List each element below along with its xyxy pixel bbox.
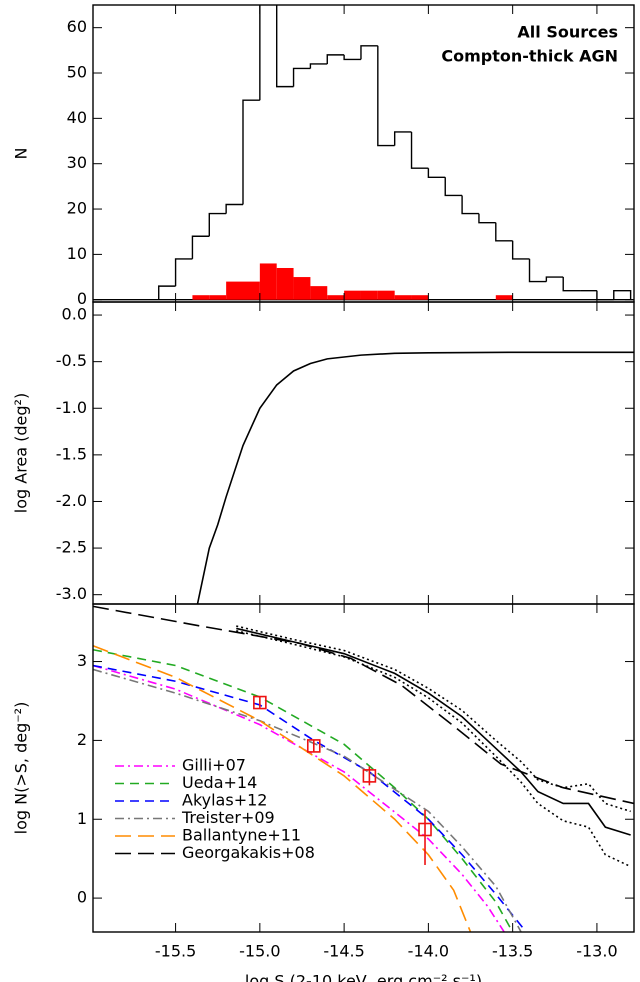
hist-bar	[293, 277, 311, 300]
hist-step	[410, 131, 429, 169]
hist-bar	[209, 295, 227, 300]
hist-bar	[310, 286, 328, 300]
data-point	[253, 695, 267, 710]
x-tick-label: -13.5	[492, 942, 533, 961]
data-point	[306, 739, 321, 753]
hist-step	[545, 276, 564, 282]
hist-step	[478, 213, 496, 224]
y-tick-label: 60	[67, 17, 87, 36]
hist-step	[309, 63, 328, 69]
y-tick-label: 20	[67, 199, 87, 218]
hist-bar	[276, 267, 294, 300]
hist-step	[393, 131, 412, 146]
plot-area	[196, 351, 634, 604]
hist-step	[208, 212, 227, 237]
y-axis-label: N	[12, 148, 31, 160]
y-axis-label: log Area (deg²)	[12, 393, 31, 513]
hist-step	[343, 54, 361, 61]
legend-label: Gilli+07	[182, 756, 246, 775]
plot-area	[93, 5, 634, 301]
hist-step	[613, 289, 632, 300]
x-tick-label: -15.0	[239, 942, 280, 961]
legend-label: Compton-thick AGN	[441, 47, 618, 66]
y-tick-label: -1.5	[56, 444, 87, 463]
data-point	[418, 822, 432, 837]
series-line	[236, 625, 631, 813]
y-tick-label: 40	[67, 108, 87, 127]
plot-area	[93, 605, 634, 932]
x-tick-label: -13.0	[576, 942, 617, 961]
y-tick-label: 0.0	[62, 305, 87, 324]
hist-step	[444, 177, 463, 197]
series-line	[93, 664, 505, 932]
hist-bar	[394, 295, 412, 300]
y-axis-label: log N(>S, deg⁻²)	[12, 702, 31, 835]
y-tick-label: 50	[67, 63, 87, 82]
hist-step	[461, 195, 479, 215]
x-tick-label: -15.5	[155, 942, 196, 961]
legend-label: Ballantyne+11	[182, 826, 301, 845]
series-line	[236, 627, 631, 836]
hist-step	[427, 168, 446, 179]
hist-step	[174, 258, 193, 287]
hist-step	[292, 67, 311, 87]
frame	[92, 603, 635, 933]
y-tick-label: 0	[77, 289, 87, 308]
legend-label: Ueda+14	[182, 773, 257, 792]
hist-step	[276, 5, 294, 88]
y-tick-label: 10	[67, 244, 87, 263]
series-line	[236, 630, 631, 868]
hist-bar	[242, 281, 260, 300]
hist-step	[191, 235, 210, 259]
hist-step	[495, 222, 513, 242]
series-line	[196, 351, 634, 604]
legend-label: Georgakakis+08	[182, 843, 315, 862]
y-tick-label: 30	[67, 153, 87, 172]
hist-bar	[226, 281, 243, 300]
legend-label: Akylas+12	[182, 791, 267, 810]
hist-step	[225, 203, 243, 214]
y-tick-label: -1.0	[56, 398, 87, 417]
hist-bar	[344, 290, 361, 300]
hist-step	[511, 240, 530, 260]
hist-bar	[495, 295, 513, 300]
hist-step	[242, 99, 260, 205]
legend-label: Treister+09	[181, 808, 275, 827]
y-tick-label: 2	[77, 730, 87, 749]
hist-step	[158, 285, 176, 300]
y-tick-label: 1	[77, 809, 87, 828]
x-tick-label: -14.5	[323, 942, 364, 961]
hist-step	[377, 45, 395, 147]
y-tick-label: -2.0	[56, 491, 87, 510]
series-line	[93, 648, 514, 932]
hist-step	[528, 258, 547, 283]
data-point	[362, 769, 377, 783]
legend-label: All Sources	[517, 23, 618, 42]
hist-step	[360, 45, 378, 60]
hist-bar	[259, 263, 277, 300]
y-tick-label: 0	[77, 888, 87, 907]
y-tick-label: 3	[77, 651, 87, 670]
series-line	[93, 645, 472, 932]
hist-step	[562, 277, 581, 292]
series-line	[93, 605, 634, 805]
hist-step	[259, 5, 261, 101]
y-tick-label: -2.5	[56, 538, 87, 557]
y-tick-label: -3.0	[56, 584, 87, 603]
x-axis-label: log S (2-10 keV, erg cm⁻² s⁻¹)	[245, 972, 482, 982]
y-tick-label: -0.5	[56, 351, 87, 370]
hist-bar	[192, 295, 210, 300]
hist-step	[326, 54, 345, 64]
hist-bar	[411, 295, 429, 300]
hist-bar	[327, 295, 345, 300]
x-tick-label: -14.0	[408, 942, 449, 961]
series-line	[93, 668, 522, 932]
hist-bar	[377, 290, 395, 300]
hist-bar	[360, 290, 378, 300]
